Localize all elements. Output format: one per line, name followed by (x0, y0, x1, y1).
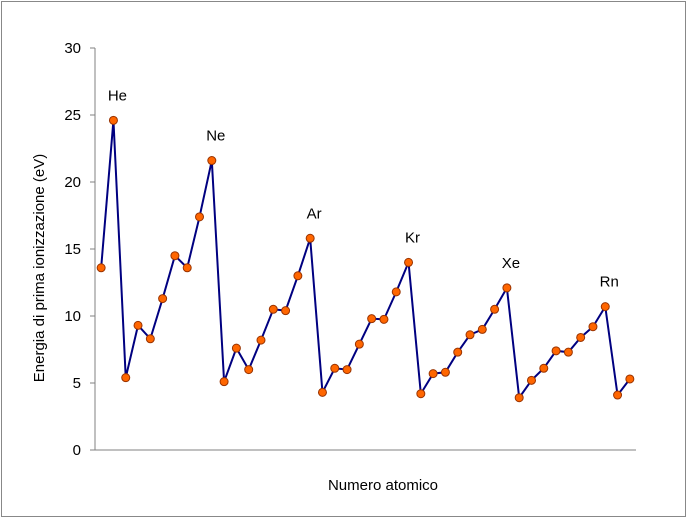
annotation: He (108, 87, 127, 104)
marker (526, 375, 536, 385)
marker (453, 347, 463, 357)
marker (170, 251, 180, 261)
annotation: Ne (206, 128, 225, 145)
marker (416, 389, 426, 399)
marker (428, 369, 438, 379)
marker (600, 302, 610, 312)
marker (563, 347, 573, 357)
marker (588, 322, 598, 332)
y-axis-label: Energia di prima ionizzazione (eV) (31, 154, 48, 382)
marker (502, 283, 512, 293)
annotation: Xe (502, 255, 520, 272)
marker (514, 393, 524, 403)
y-tick-label: 10 (64, 308, 81, 325)
marker (244, 365, 254, 375)
marker (256, 335, 266, 345)
marker (158, 294, 168, 304)
annotation: Rn (600, 274, 619, 291)
marker (576, 332, 586, 342)
marker (108, 115, 118, 125)
marker (207, 156, 217, 166)
marker (477, 324, 487, 334)
annotation: Ar (307, 205, 322, 222)
marker (613, 390, 623, 400)
y-tick-label: 0 (73, 442, 81, 459)
marker (305, 233, 315, 243)
y-tick-label: 20 (64, 174, 81, 191)
marker (539, 363, 549, 373)
marker (96, 263, 106, 273)
marker (490, 304, 500, 314)
marker (404, 257, 414, 267)
marker (182, 263, 192, 273)
y-tick-label: 5 (73, 375, 81, 392)
marker (367, 314, 377, 324)
y-tick-label: 30 (64, 40, 81, 57)
marker (551, 346, 561, 356)
marker (195, 212, 205, 222)
marker (293, 271, 303, 281)
y-tick-label: 25 (64, 107, 81, 124)
marker (465, 330, 475, 340)
marker (133, 320, 143, 330)
x-axis-label: Numero atomico (328, 477, 438, 494)
marker (145, 334, 155, 344)
marker (268, 304, 278, 314)
marker (354, 339, 364, 349)
marker (379, 314, 389, 324)
marker (330, 363, 340, 373)
marker (440, 367, 450, 377)
y-tick-label: 15 (64, 241, 81, 258)
marker (391, 287, 401, 297)
marker (231, 343, 241, 353)
marker (281, 306, 291, 316)
marker (121, 373, 131, 383)
marker (317, 387, 327, 397)
marker (219, 377, 229, 387)
marker (625, 374, 635, 384)
annotation: Kr (405, 229, 420, 246)
marker (342, 365, 352, 375)
